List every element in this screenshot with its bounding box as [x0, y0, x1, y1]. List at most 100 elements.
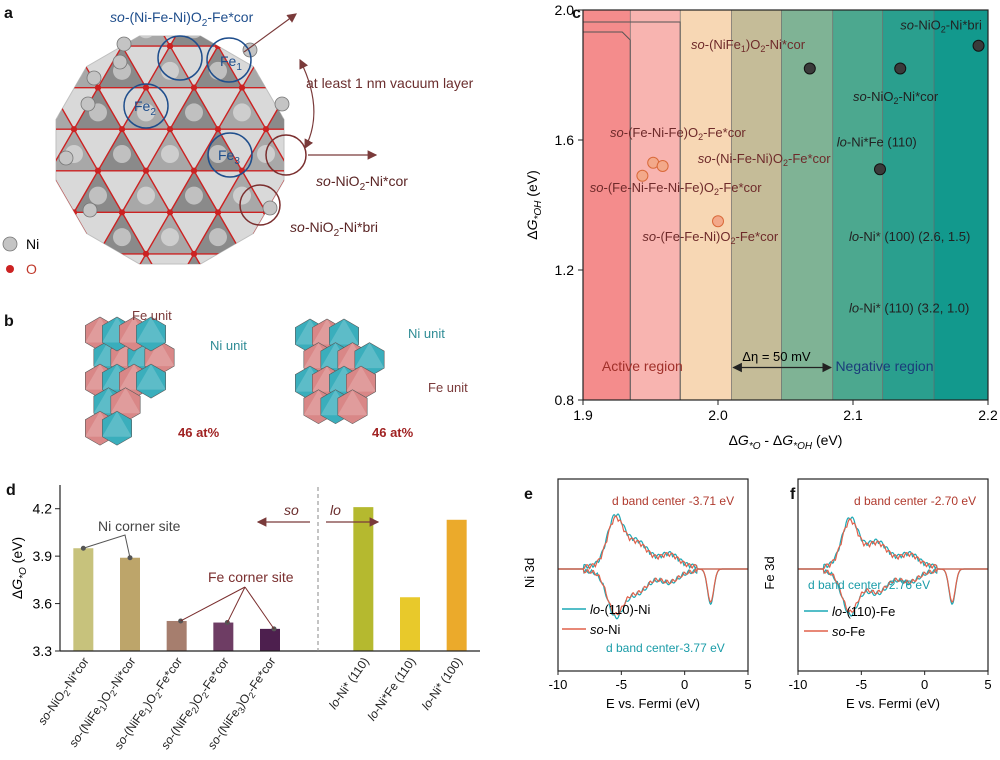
- point-label-0: so-(NiFe1)O2-Ni*cor: [691, 37, 806, 54]
- octahedron-facet: [329, 319, 359, 345]
- y-tick-label: 1.6: [555, 132, 575, 148]
- ni-atom-ghost: [425, 187, 443, 205]
- o-atom: [431, 251, 437, 257]
- region-band-7: [934, 10, 988, 400]
- o-atom: [47, 85, 53, 91]
- o-atom: [407, 209, 413, 215]
- y-tick-label: 0.8: [555, 392, 575, 408]
- o-atom: [383, 251, 389, 257]
- o-atom: [0, 168, 5, 174]
- ni-atom-ghost: [377, 103, 395, 121]
- o-atom: [239, 84, 245, 91]
- x-tick-label: 2.1: [843, 407, 863, 423]
- o-atom: [383, 2, 389, 8]
- ni-atom: [116, 36, 132, 52]
- ni-atom-ghost: [281, 270, 299, 288]
- o-atom: [23, 209, 29, 215]
- octahedron-facet: [354, 342, 385, 369]
- vacuum-curve-arrow: [299, 58, 315, 150]
- ni-atom-ghost: [137, 270, 155, 288]
- o-atom: [287, 2, 293, 8]
- o-atom: [47, 251, 53, 257]
- o-atom: [263, 292, 269, 298]
- point-labels: so-(NiFe1)O2-Ni*cor so-NiO2-Ni*bri so-NiO2…: [590, 18, 982, 316]
- panel-f: f -10 -5 0 5 Fe 3d E vs. Fermi (eV) d band …: [762, 478, 992, 711]
- lo-spin-up-curve: [558, 513, 748, 571]
- category-label-7: lo-Ni* (100): [419, 655, 465, 713]
- ni-atom: [112, 54, 128, 70]
- o-atom: [383, 2, 389, 8]
- o-atom: [359, 209, 365, 215]
- ni-atom-ghost: [329, 20, 347, 38]
- ni-atom-ghost: [137, 186, 155, 205]
- panel-d-label: d: [6, 482, 16, 499]
- octahedron: [0, 212, 2, 254]
- o-atom: [47, 168, 53, 174]
- fe-corner-leader: [244, 586, 275, 630]
- o-atom: [47, 85, 53, 91]
- o-atom: [239, 250, 245, 257]
- o-atom: [407, 126, 413, 132]
- vacuum-arrow-up: [243, 13, 297, 53]
- o-atom: [0, 85, 5, 91]
- bar-2: [166, 620, 187, 651]
- o-atom: [335, 251, 341, 257]
- ni-octahedron: [102, 410, 132, 446]
- y-tick-label: 3.6: [33, 596, 53, 612]
- o-atom: [359, 126, 365, 132]
- o-atom: [23, 43, 29, 49]
- axes: -10 -5 0 5: [789, 671, 992, 692]
- octahedron: [290, 129, 338, 171]
- ni-atom-ghost: [0, 187, 11, 205]
- o-atom: [0, 251, 5, 257]
- o-atom: [407, 43, 413, 49]
- octahedron: [168, 36, 220, 47]
- ni-atom-ghost: [56, 36, 59, 39]
- octahedron: [314, 88, 362, 130]
- o-atom: [335, 2, 341, 8]
- x-tick-label: 0: [921, 677, 928, 692]
- x-tick-label: 2.0: [708, 407, 728, 423]
- o-atom: [167, 209, 173, 216]
- o-atom: [23, 126, 29, 132]
- o-atom: [167, 292, 173, 298]
- left-fe-unit-label: Fe unit: [132, 308, 172, 323]
- panel-f-label: f: [790, 486, 796, 503]
- o-atom: [23, 292, 29, 298]
- x-axis-label: ΔG*O - ΔG*OH (eV): [729, 432, 843, 452]
- point-label-4: so-(Fe-Ni-Fe)O2-Fe*cor: [610, 125, 746, 142]
- o-atom: [455, 126, 461, 132]
- ni-cor-label: so-NiO2-Ni*cor: [316, 173, 408, 193]
- overpotential-regions: [583, 10, 988, 400]
- so-spin-up-curve: [558, 515, 748, 570]
- o-atom: [95, 2, 101, 8]
- o-atom: [215, 292, 221, 298]
- o-atom: [311, 292, 317, 298]
- o-atom: [455, 292, 461, 298]
- o-atom: [191, 167, 197, 174]
- o-atom: [95, 250, 101, 257]
- o-atom: [287, 2, 293, 8]
- lo-spin-up-curve: [798, 516, 988, 571]
- o-atom: [263, 292, 269, 298]
- ni-atom-ghost: [137, 103, 155, 122]
- o-atom: [71, 292, 77, 298]
- octahedron: [314, 5, 362, 47]
- x-tick-label: 1.9: [573, 407, 593, 423]
- o-atom: [47, 168, 53, 174]
- octahedron: [362, 88, 410, 130]
- ni-atom-ghost: [209, 145, 227, 163]
- octahedron: [50, 0, 98, 5]
- o-atom: [263, 126, 269, 133]
- o-atom: [407, 209, 413, 215]
- panel-b-label: b: [4, 313, 14, 330]
- ni-atom-ghost: [113, 145, 131, 163]
- delta-eta-label: Δη = 50 mV: [742, 349, 811, 364]
- octahedron: [362, 5, 410, 47]
- ni-atom-ghost: [281, 186, 284, 205]
- fe-top-site-circle: [157, 35, 203, 81]
- y-tick-label: 1.2: [555, 262, 575, 278]
- x-tick-label: -5: [616, 677, 628, 692]
- octahedron-facet: [337, 389, 368, 416]
- legend-lo-label: lo-(110)-Fe: [832, 604, 895, 619]
